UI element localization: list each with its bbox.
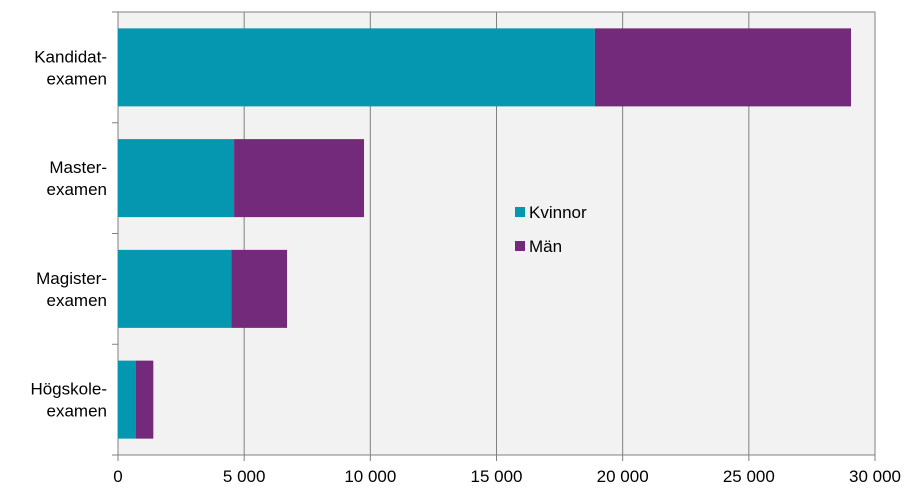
category-label-3-line-2: examen: [47, 291, 107, 310]
bar-1-series-1: [118, 28, 595, 107]
x-tick-label-4: 20 000: [597, 467, 649, 486]
category-label-2-line-2: examen: [47, 180, 107, 199]
bar-4-series-2: [135, 360, 154, 439]
legend: Kvinnor Män: [515, 203, 587, 256]
bar-2-series-2: [234, 139, 365, 218]
x-tick-label-2: 10 000: [344, 467, 396, 486]
category-label-2-line-1: Master-: [49, 158, 107, 177]
bar-1-series-2: [594, 28, 852, 107]
bar-3-series-1: [118, 249, 232, 328]
legend-label-1: Kvinnor: [529, 203, 587, 222]
bar-4-series-1: [118, 360, 136, 439]
category-label-1-line-1: Kandidat-: [34, 47, 107, 66]
category-label-1-line-2: examen: [47, 69, 107, 88]
category-labels: Kandidat-examen Master-examen Magister-exa…: [30, 47, 107, 420]
category-label-3-line-1: Magister-: [36, 269, 107, 288]
x-tick-labels: 0 5 000 10 000 15 000 20 000 25 000 30 000: [113, 467, 901, 486]
x-tick-label-5: 25 000: [723, 467, 775, 486]
category-label-4-line-2: examen: [47, 402, 107, 421]
legend-swatch-1: [515, 207, 525, 217]
x-tick-label-6: 30 000: [849, 467, 901, 486]
x-tick-label-0: 0: [113, 467, 122, 486]
x-tick-label-3: 15 000: [471, 467, 523, 486]
bar-2-series-1: [118, 139, 235, 218]
legend-swatch-2: [515, 241, 525, 251]
legend-label-2: Män: [529, 237, 562, 256]
bar-3-series-2: [231, 249, 288, 328]
bars: [118, 28, 852, 439]
x-tick-label-1: 5 000: [223, 467, 266, 486]
category-label-4-line-1: Högskole-: [30, 380, 107, 399]
